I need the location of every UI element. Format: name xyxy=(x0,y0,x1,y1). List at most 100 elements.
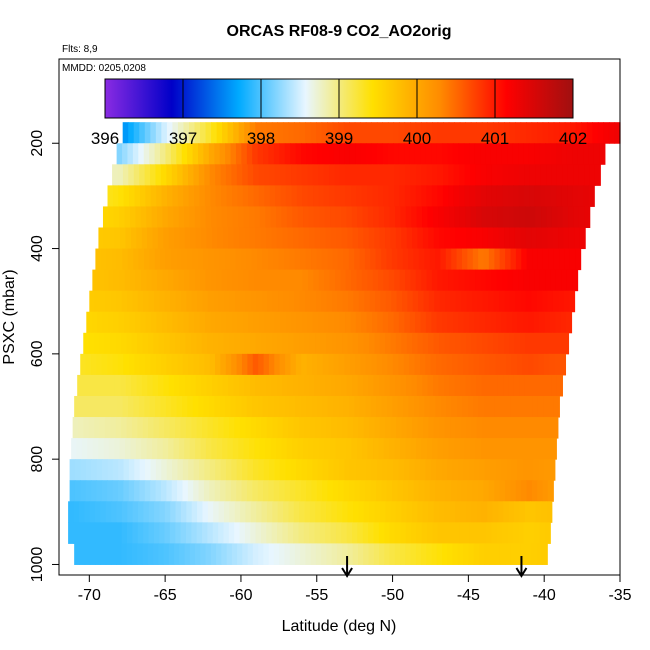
heatmap-cell xyxy=(212,417,219,439)
heatmap-cell xyxy=(508,501,515,523)
heatmap-cell xyxy=(363,417,370,439)
heatmap-cell xyxy=(317,353,324,376)
heatmap-cell xyxy=(425,459,432,481)
heatmap-cell xyxy=(216,438,223,460)
heatmap-cell xyxy=(560,311,567,334)
heatmap-cell xyxy=(205,269,212,292)
heatmap-cell xyxy=(433,374,439,397)
heatmap-cell xyxy=(290,143,297,165)
heatmap-cell xyxy=(315,417,322,439)
heatmap-cell xyxy=(150,353,157,376)
heatmap-cell xyxy=(447,143,454,165)
heatmap-cell xyxy=(189,543,196,565)
heatmap-cell xyxy=(331,290,338,313)
heatmap-cell xyxy=(320,417,327,439)
heatmap-cell xyxy=(375,248,382,271)
heatmap-cell xyxy=(89,543,96,565)
heatmap-cell xyxy=(514,417,521,439)
heatmap-cell xyxy=(339,311,346,334)
plot-frame xyxy=(58,58,621,576)
heatmap-cell xyxy=(261,290,268,313)
heatmap-cell xyxy=(540,164,547,186)
heatmap-cell xyxy=(196,332,203,355)
heatmap-cell xyxy=(416,522,423,544)
heatmap-cell xyxy=(148,290,155,313)
heatmap-cell xyxy=(144,480,151,502)
heatmap-cell xyxy=(160,164,167,186)
heatmap-cell xyxy=(110,417,117,439)
heatmap-cell xyxy=(409,459,416,481)
heatmap-cell xyxy=(535,501,542,523)
heatmap-cell xyxy=(340,269,347,292)
heatmap-cell xyxy=(503,374,510,397)
heatmap-cell xyxy=(524,164,531,186)
heatmap-cell xyxy=(166,459,173,481)
heatmap-cell xyxy=(227,122,234,144)
heatmap-cell xyxy=(285,164,292,186)
heatmap-cell xyxy=(305,248,312,271)
heatmap-cell xyxy=(288,290,295,313)
heatmap-cell xyxy=(387,122,395,144)
heatmap-cell xyxy=(242,311,249,334)
heatmap-cell xyxy=(134,480,141,502)
heatmap-cell xyxy=(316,395,323,418)
heatmap-cell xyxy=(396,290,403,313)
heatmap-cell xyxy=(340,438,347,460)
heatmap-cell xyxy=(479,353,486,376)
heatmap-cell xyxy=(521,248,528,271)
heatmap-cell xyxy=(201,332,208,355)
heatmap-cell xyxy=(109,374,116,397)
heatmap-cell xyxy=(357,374,364,397)
heatmap-cell xyxy=(535,374,542,397)
heatmap-cell xyxy=(231,185,238,207)
heatmap-cell xyxy=(424,480,431,502)
heatmap-cell xyxy=(188,185,195,207)
x-tick-label: -35 xyxy=(608,587,631,604)
heatmap-cell xyxy=(540,185,547,207)
heatmap-cell xyxy=(217,374,224,397)
heatmap-cell xyxy=(342,417,349,439)
heatmap-cell xyxy=(533,353,540,376)
heatmap-cell xyxy=(487,501,494,523)
heatmap-cell xyxy=(403,395,409,418)
heatmap-cell xyxy=(548,395,555,418)
heatmap-cell xyxy=(337,248,344,271)
heatmap-cell xyxy=(244,122,251,144)
heatmap-cell xyxy=(157,438,164,460)
heatmap-cell xyxy=(286,438,293,460)
heatmap-cell xyxy=(388,185,395,207)
heatmap-cell xyxy=(349,122,356,144)
heatmap-cell xyxy=(273,143,280,165)
heatmap-cell xyxy=(164,417,171,439)
heatmap-cell xyxy=(230,248,237,271)
heatmap-cell xyxy=(404,143,411,165)
heatmap-cell xyxy=(342,290,349,313)
heatmap-cell xyxy=(107,480,114,502)
heatmap-cell xyxy=(325,227,332,250)
heatmap-cell xyxy=(116,143,123,165)
heatmap-cell xyxy=(369,290,376,313)
heatmap-cell xyxy=(231,353,238,376)
heatmap-cell xyxy=(418,248,425,271)
heatmap-cell xyxy=(402,290,408,313)
heatmap-cell xyxy=(405,522,412,544)
heatmap-cell xyxy=(137,290,144,313)
heatmap-cell xyxy=(327,480,334,502)
heatmap-cell xyxy=(295,480,302,502)
heatmap-cell xyxy=(303,206,310,228)
heatmap-cell xyxy=(469,143,476,165)
heatmap-cell xyxy=(459,522,466,544)
heatmap-cell xyxy=(459,374,466,397)
heatmap-cell xyxy=(404,122,411,144)
heatmap-cell xyxy=(131,417,138,439)
colorbar-tick-label: 401 xyxy=(481,129,509,148)
heatmap-cell xyxy=(334,185,341,207)
heatmap-cell xyxy=(203,143,210,165)
heatmap-cell xyxy=(330,206,337,228)
heatmap-cell xyxy=(386,248,393,271)
heatmap-cell xyxy=(90,395,97,418)
heatmap-cell xyxy=(147,543,154,565)
heatmap-cell xyxy=(361,164,368,186)
heatmap-cell xyxy=(353,290,360,313)
heatmap-cell xyxy=(185,522,192,544)
